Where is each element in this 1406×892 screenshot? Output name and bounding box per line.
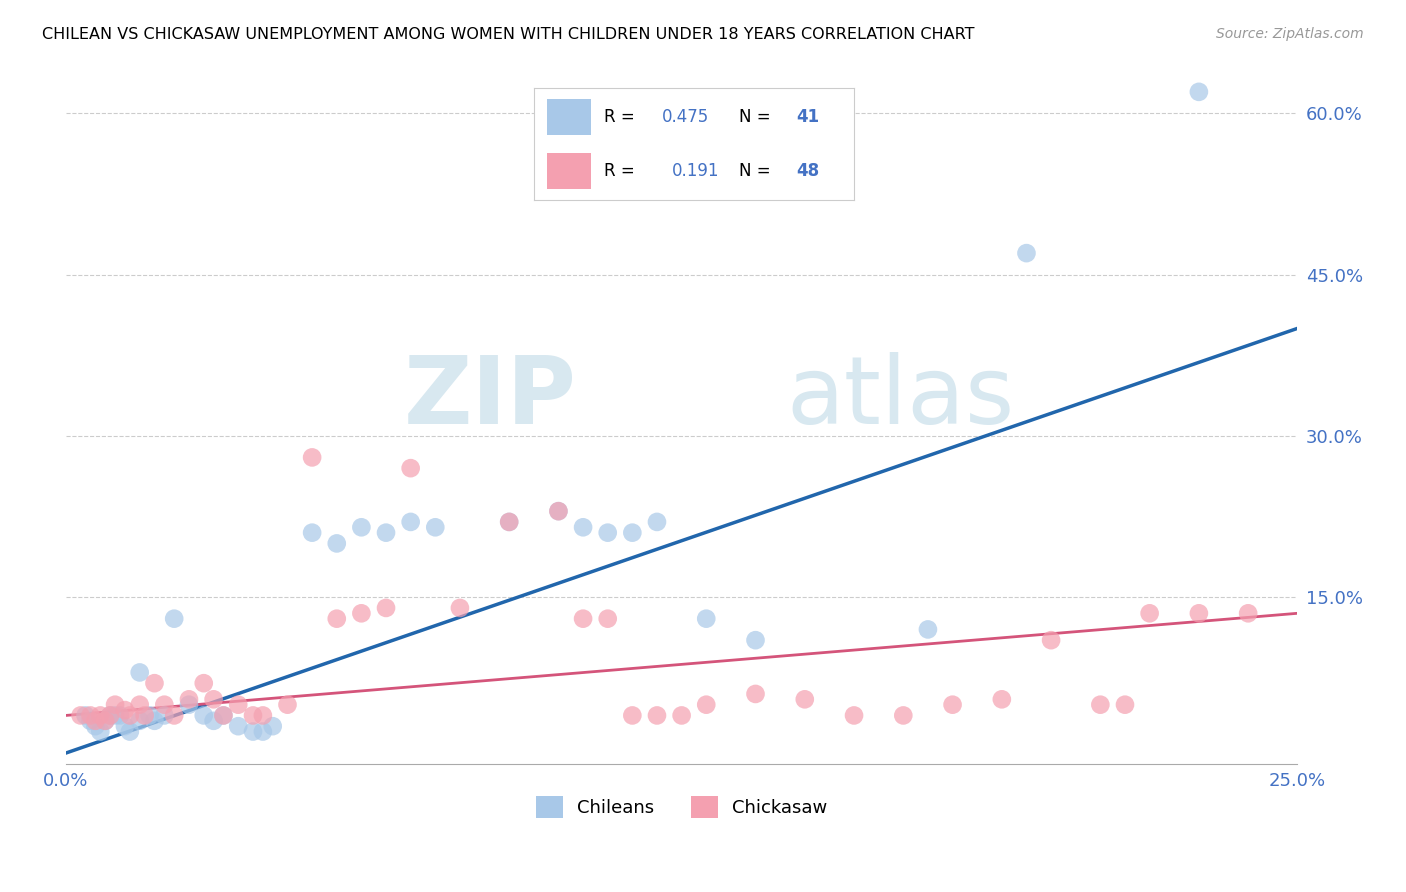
Point (695, 698, 717, 712)
Point (163, 612, 186, 626)
Point (104, 708, 127, 723)
Point (326, 612, 349, 626)
Point (138, 708, 160, 723)
Text: atlas: atlas (786, 351, 1015, 443)
Point (744, 687, 766, 701)
Point (79, 708, 101, 723)
Text: CHILEAN VS CHICKASAW UNEMPLOYMENT AMONG WOMEN WITH CHILDREN UNDER 18 YEARS CORRE: CHILEAN VS CHICKASAW UNEMPLOYMENT AMONG … (42, 27, 974, 42)
Point (547, 504, 569, 518)
Point (326, 536, 349, 550)
Point (375, 525, 398, 540)
Point (1040, 633, 1063, 648)
Point (114, 703, 136, 717)
Point (350, 520, 373, 534)
Point (94, 714, 117, 728)
Point (1015, 246, 1038, 260)
Point (425, 520, 447, 534)
Point (143, 676, 166, 690)
Point (645, 515, 668, 529)
Point (75, 708, 97, 723)
Point (153, 708, 176, 723)
Point (262, 719, 284, 733)
Point (118, 708, 141, 723)
Point (1188, 85, 1211, 99)
Point (84, 719, 107, 733)
Point (621, 525, 644, 540)
Point (128, 698, 150, 712)
Point (276, 698, 298, 712)
Point (128, 714, 150, 728)
Point (118, 724, 141, 739)
Point (89, 708, 111, 723)
Point (695, 612, 717, 626)
Point (252, 724, 274, 739)
Point (212, 708, 235, 723)
Point (1139, 607, 1161, 621)
Point (301, 525, 323, 540)
Point (301, 450, 323, 465)
Point (891, 708, 914, 723)
Point (108, 708, 131, 723)
Point (134, 708, 156, 723)
Point (744, 633, 766, 648)
Point (842, 708, 865, 723)
Point (143, 714, 166, 728)
Point (128, 665, 150, 680)
Point (1237, 607, 1260, 621)
Point (212, 708, 235, 723)
Point (942, 698, 965, 712)
Point (547, 504, 569, 518)
Point (991, 692, 1014, 706)
Point (793, 692, 815, 706)
Point (153, 698, 176, 712)
Point (202, 714, 225, 728)
Text: ZIP: ZIP (404, 351, 576, 443)
Point (1188, 607, 1211, 621)
Point (242, 724, 264, 739)
Point (375, 601, 398, 615)
Point (572, 520, 595, 534)
Point (163, 708, 186, 723)
Point (193, 676, 215, 690)
Point (399, 515, 422, 529)
Point (79, 714, 101, 728)
Point (114, 719, 136, 733)
Point (917, 623, 939, 637)
Point (498, 515, 520, 529)
Text: Source: ZipAtlas.com: Source: ZipAtlas.com (1216, 27, 1364, 41)
Point (89, 724, 111, 739)
Point (671, 708, 693, 723)
Point (84, 714, 107, 728)
Point (449, 601, 471, 615)
Point (104, 698, 127, 712)
Point (252, 708, 274, 723)
Point (596, 525, 619, 540)
Point (98, 708, 121, 723)
Point (242, 708, 264, 723)
Point (202, 692, 225, 706)
Legend: Chileans, Chickasaw: Chileans, Chickasaw (529, 789, 835, 825)
Point (621, 708, 644, 723)
Point (1114, 698, 1136, 712)
Point (94, 714, 117, 728)
Point (177, 692, 200, 706)
Point (226, 719, 249, 733)
Point (498, 515, 520, 529)
Point (69, 708, 91, 723)
Point (596, 612, 619, 626)
Point (98, 708, 121, 723)
Point (226, 698, 249, 712)
Point (177, 698, 200, 712)
Point (1090, 698, 1112, 712)
Point (193, 708, 215, 723)
Point (572, 612, 595, 626)
Point (399, 461, 422, 475)
Point (350, 607, 373, 621)
Point (645, 708, 668, 723)
